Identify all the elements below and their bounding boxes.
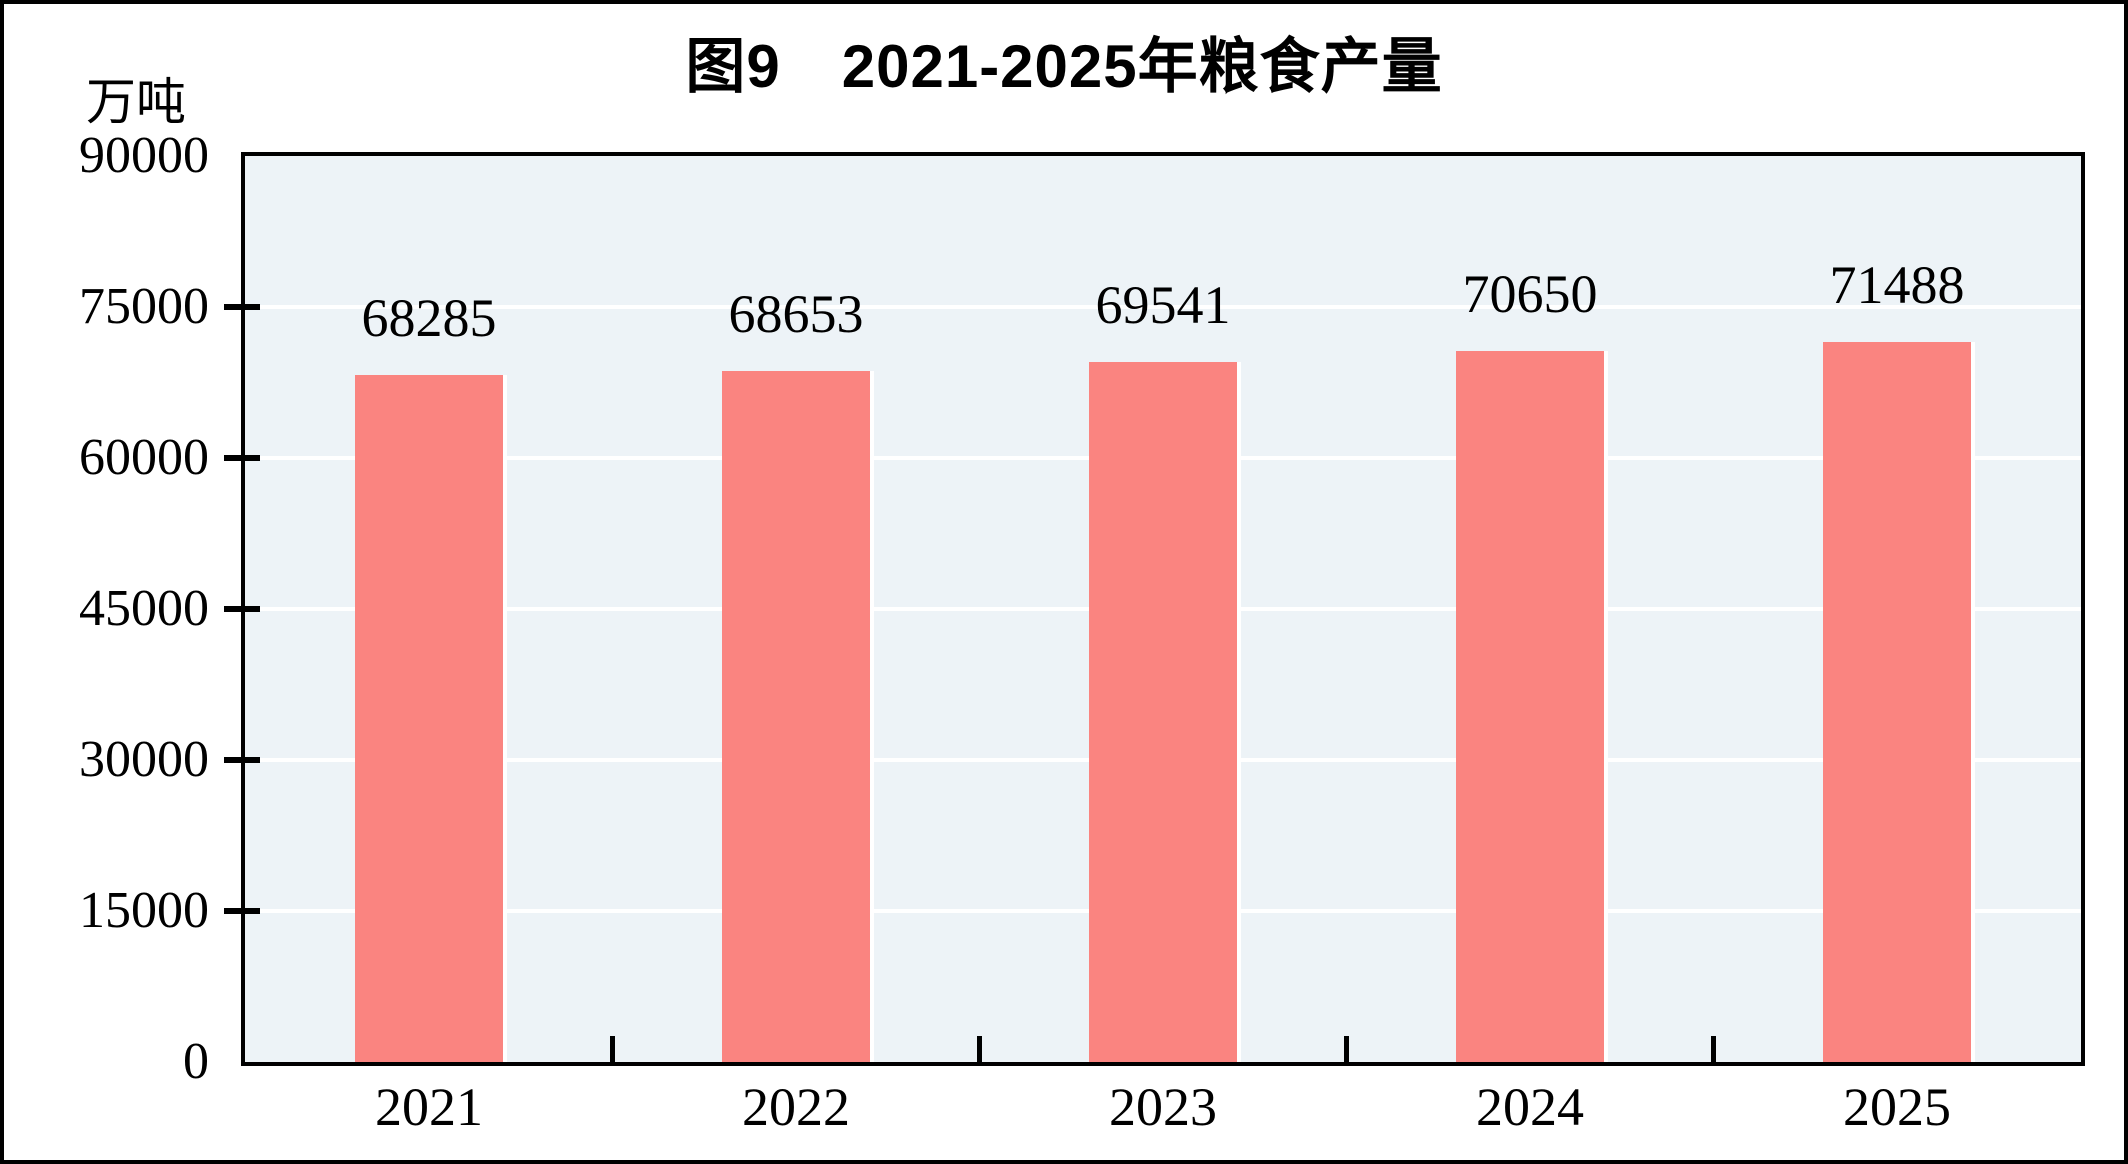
bar-value-label-2023: 69541 (1095, 275, 1231, 335)
y-tick-label-90000: 90000 (79, 127, 209, 184)
bar-2021 (355, 375, 503, 1062)
bar-value-label-2024: 70650 (1462, 264, 1598, 324)
x-category-label-2023: 2023 (1109, 1077, 1217, 1137)
bar-2022 (722, 371, 870, 1062)
y-tick-label-60000: 60000 (79, 429, 209, 486)
y-axis-tick-mark (224, 455, 260, 461)
y-axis-tick-mark (224, 606, 260, 612)
bar-value-label-2025: 71488 (1829, 255, 1965, 315)
x-category-label-2021: 2021 (375, 1077, 483, 1137)
x-axis-tick-mark (610, 1036, 615, 1062)
x-category-label-2025: 2025 (1843, 1077, 1951, 1137)
y-axis-unit-label: 万吨 (86, 74, 186, 130)
bar-2023 (1089, 362, 1237, 1062)
y-tick-label-30000: 30000 (79, 731, 209, 788)
y-tick-label-45000: 45000 (79, 580, 209, 637)
bar-value-label-2021: 68285 (361, 288, 497, 348)
bar-2025 (1823, 342, 1971, 1062)
y-tick-label-15000: 15000 (79, 882, 209, 939)
x-axis-tick-mark (977, 1036, 982, 1062)
x-category-label-2024: 2024 (1476, 1077, 1584, 1137)
bar-2024 (1456, 351, 1604, 1062)
gridline-75000 (245, 305, 2081, 309)
y-axis-tick-mark (224, 304, 260, 310)
bar-value-label-2022: 68653 (728, 284, 864, 344)
x-axis-tick-mark (1344, 1036, 1349, 1062)
chart-title: 图9 2021-2025年粮食产量 (685, 33, 1443, 100)
y-tick-label-75000: 75000 (79, 278, 209, 335)
x-category-label-2022: 2022 (742, 1077, 850, 1137)
y-axis-tick-mark (224, 908, 260, 914)
y-axis-tick-mark (224, 757, 260, 763)
plot-area: 68285 68653 69541 70650 71488 (241, 152, 2085, 1066)
y-tick-label-0: 0 (183, 1033, 209, 1090)
x-axis-tick-mark (1711, 1036, 1716, 1062)
